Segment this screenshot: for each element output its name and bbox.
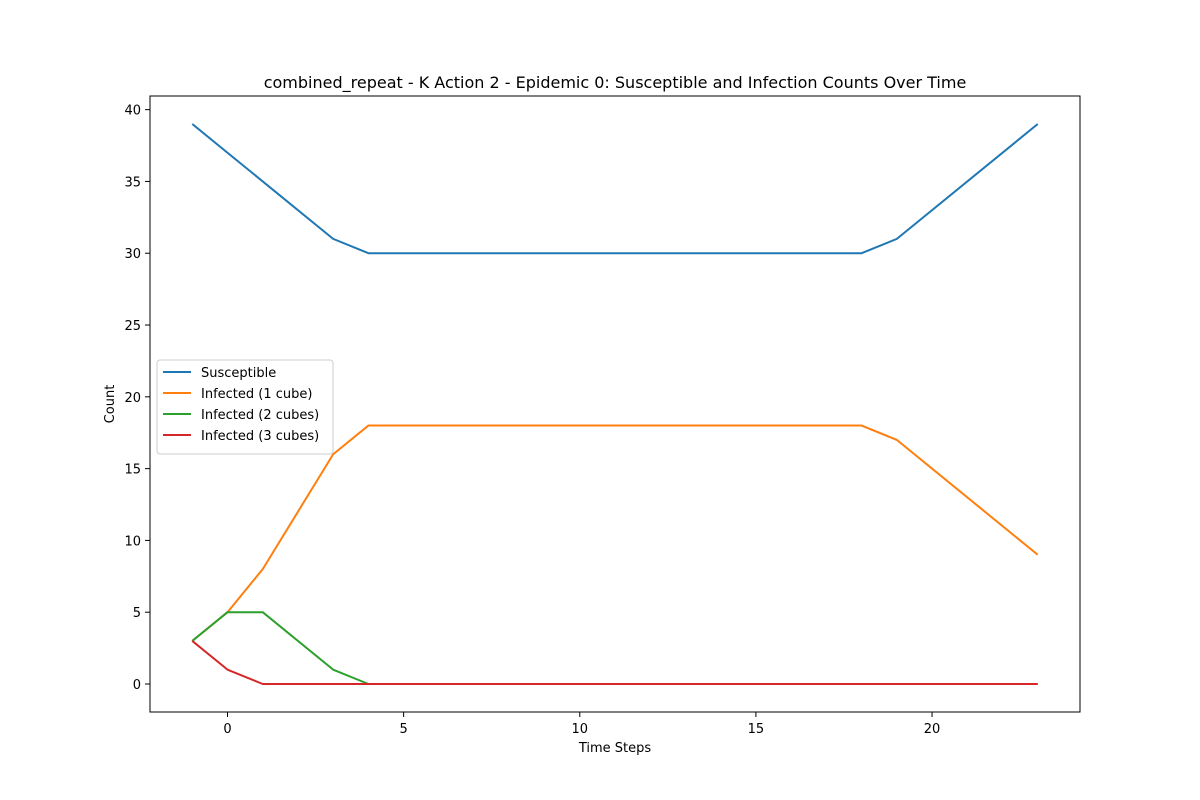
y-tick-label-1: 5 — [133, 606, 141, 621]
y-tick-label-2: 10 — [124, 534, 141, 549]
y-tick-label-0: 0 — [133, 678, 141, 693]
x-tick-label-3: 15 — [748, 722, 765, 737]
series-line-3 — [191, 640, 1038, 685]
legend-box — [156, 359, 334, 455]
legend: Susceptible Infected (1 cube) Infected (2 … — [156, 359, 334, 455]
x-axis-label: Time Steps — [578, 741, 652, 756]
x-tick-label-1: 5 — [399, 722, 407, 737]
y-tick-label-8: 40 — [124, 104, 141, 119]
legend-label-0: Susceptible — [201, 366, 276, 381]
chart-title: combined_repeat - K Action 2 - Epidemic … — [264, 73, 967, 93]
legend-label-2: Infected (2 cubes) — [201, 408, 319, 423]
series-line-1 — [191, 424, 1039, 642]
y-axis-ticks: 0 5 10 15 20 25 30 35 40 — [124, 104, 150, 693]
y-axis-label: Count — [103, 385, 118, 424]
x-tick-label-4: 20 — [924, 722, 941, 737]
x-tick-label-2: 10 — [571, 722, 588, 737]
series-line-0 — [191, 123, 1039, 255]
y-tick-label-4: 20 — [124, 391, 141, 406]
plot-area-frame — [149, 95, 1081, 713]
y-tick-label-3: 15 — [124, 463, 141, 478]
y-tick-label-6: 30 — [124, 247, 141, 262]
y-tick-label-5: 25 — [124, 319, 141, 334]
legend-label-1: Infected (1 cube) — [201, 387, 312, 402]
y-tick-label-7: 35 — [124, 175, 141, 190]
legend-label-3: Infected (3 cubes) — [201, 429, 319, 444]
series-layer — [191, 123, 1039, 685]
x-axis-ticks: 0 5 10 15 20 — [223, 712, 940, 737]
x-tick-label-0: 0 — [223, 722, 231, 737]
